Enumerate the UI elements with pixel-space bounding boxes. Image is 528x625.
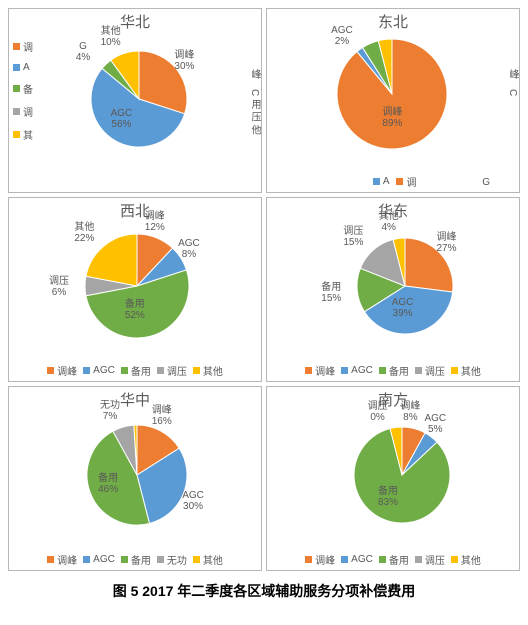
legend: 调峰AGC备用无功其他 bbox=[9, 552, 261, 567]
slice-label: AGC2% bbox=[331, 25, 353, 47]
slice-label: 备用83% bbox=[378, 486, 398, 508]
slice-label: 调峰27% bbox=[437, 232, 457, 254]
slice-label: 调峰89% bbox=[382, 107, 402, 129]
legend: 调 G A bbox=[267, 174, 519, 189]
legend: 调峰AGC备用调压其他 bbox=[267, 363, 519, 378]
slice-label: 调峰12% bbox=[145, 211, 165, 233]
chart-panel-dongbei: 东北调峰89%AGC2% 调 G A 峰C bbox=[266, 8, 520, 193]
slice-label: 调峰8% bbox=[400, 401, 420, 423]
clipped-text: C bbox=[507, 89, 517, 96]
chart-panel-huadong: 华东调峰27%AGC39%备用15%调压15%其他4%调峰AGC备用调压其他 bbox=[266, 197, 520, 382]
slice-label: AGC5% bbox=[424, 413, 446, 435]
clipped-text: C 用 压 他 bbox=[249, 89, 259, 135]
slice-label: AGC39% bbox=[392, 297, 414, 319]
slice-label: 无功7% bbox=[100, 400, 120, 422]
chart-panel-nanfang: 南方调峰8%AGC5%备用83%调压0%调峰AGC备用调压其他 bbox=[266, 386, 520, 571]
slice-label: 其他10% bbox=[101, 26, 121, 48]
legend: 调A备调其 bbox=[13, 39, 33, 150]
figure-caption: 图 5 2017 年二季度各区域辅助服务分项补偿费用 bbox=[8, 581, 520, 601]
clipped-text: 峰 bbox=[249, 69, 259, 79]
slice-label: 调峰30% bbox=[174, 50, 194, 72]
clipped-text: 峰 bbox=[507, 69, 517, 79]
chart-panel-xibei: 西北调峰12%AGC8%备用52%调压6%其他22%调峰AGC备用调压其他 bbox=[8, 197, 262, 382]
slice-label: 调压15% bbox=[343, 226, 363, 248]
legend: 调峰AGC备用调压其他 bbox=[9, 363, 261, 378]
slice-label: 备用52% bbox=[125, 299, 145, 321]
slice-label: AGC30% bbox=[182, 490, 204, 512]
legend: 调峰AGC备用调压其他 bbox=[267, 552, 519, 567]
slice-label: 其他22% bbox=[74, 222, 94, 244]
slice-label: 备用46% bbox=[98, 473, 118, 495]
slice-label: 调压6% bbox=[49, 276, 69, 298]
slice-label: 备用15% bbox=[321, 282, 341, 304]
chart-panel-huazhong: 华中调峰16%AGC30%备用46%无功7%调峰AGC备用无功其他 bbox=[8, 386, 262, 571]
slice-label: 其他4% bbox=[379, 211, 399, 233]
slice-label: 调压0% bbox=[368, 401, 388, 423]
chart-panel-huabei: 华北调峰30%AGC56%G4%其他10%调A备调其峰C 用 压 他 bbox=[8, 8, 262, 193]
slice-label: G4% bbox=[76, 41, 90, 63]
slice-label: AGC56% bbox=[111, 108, 133, 130]
slice-label: 调峰16% bbox=[152, 405, 172, 427]
slice-label: AGC8% bbox=[178, 238, 200, 260]
chart-grid: 华北调峰30%AGC56%G4%其他10%调A备调其峰C 用 压 他东北调峰89… bbox=[8, 8, 520, 571]
